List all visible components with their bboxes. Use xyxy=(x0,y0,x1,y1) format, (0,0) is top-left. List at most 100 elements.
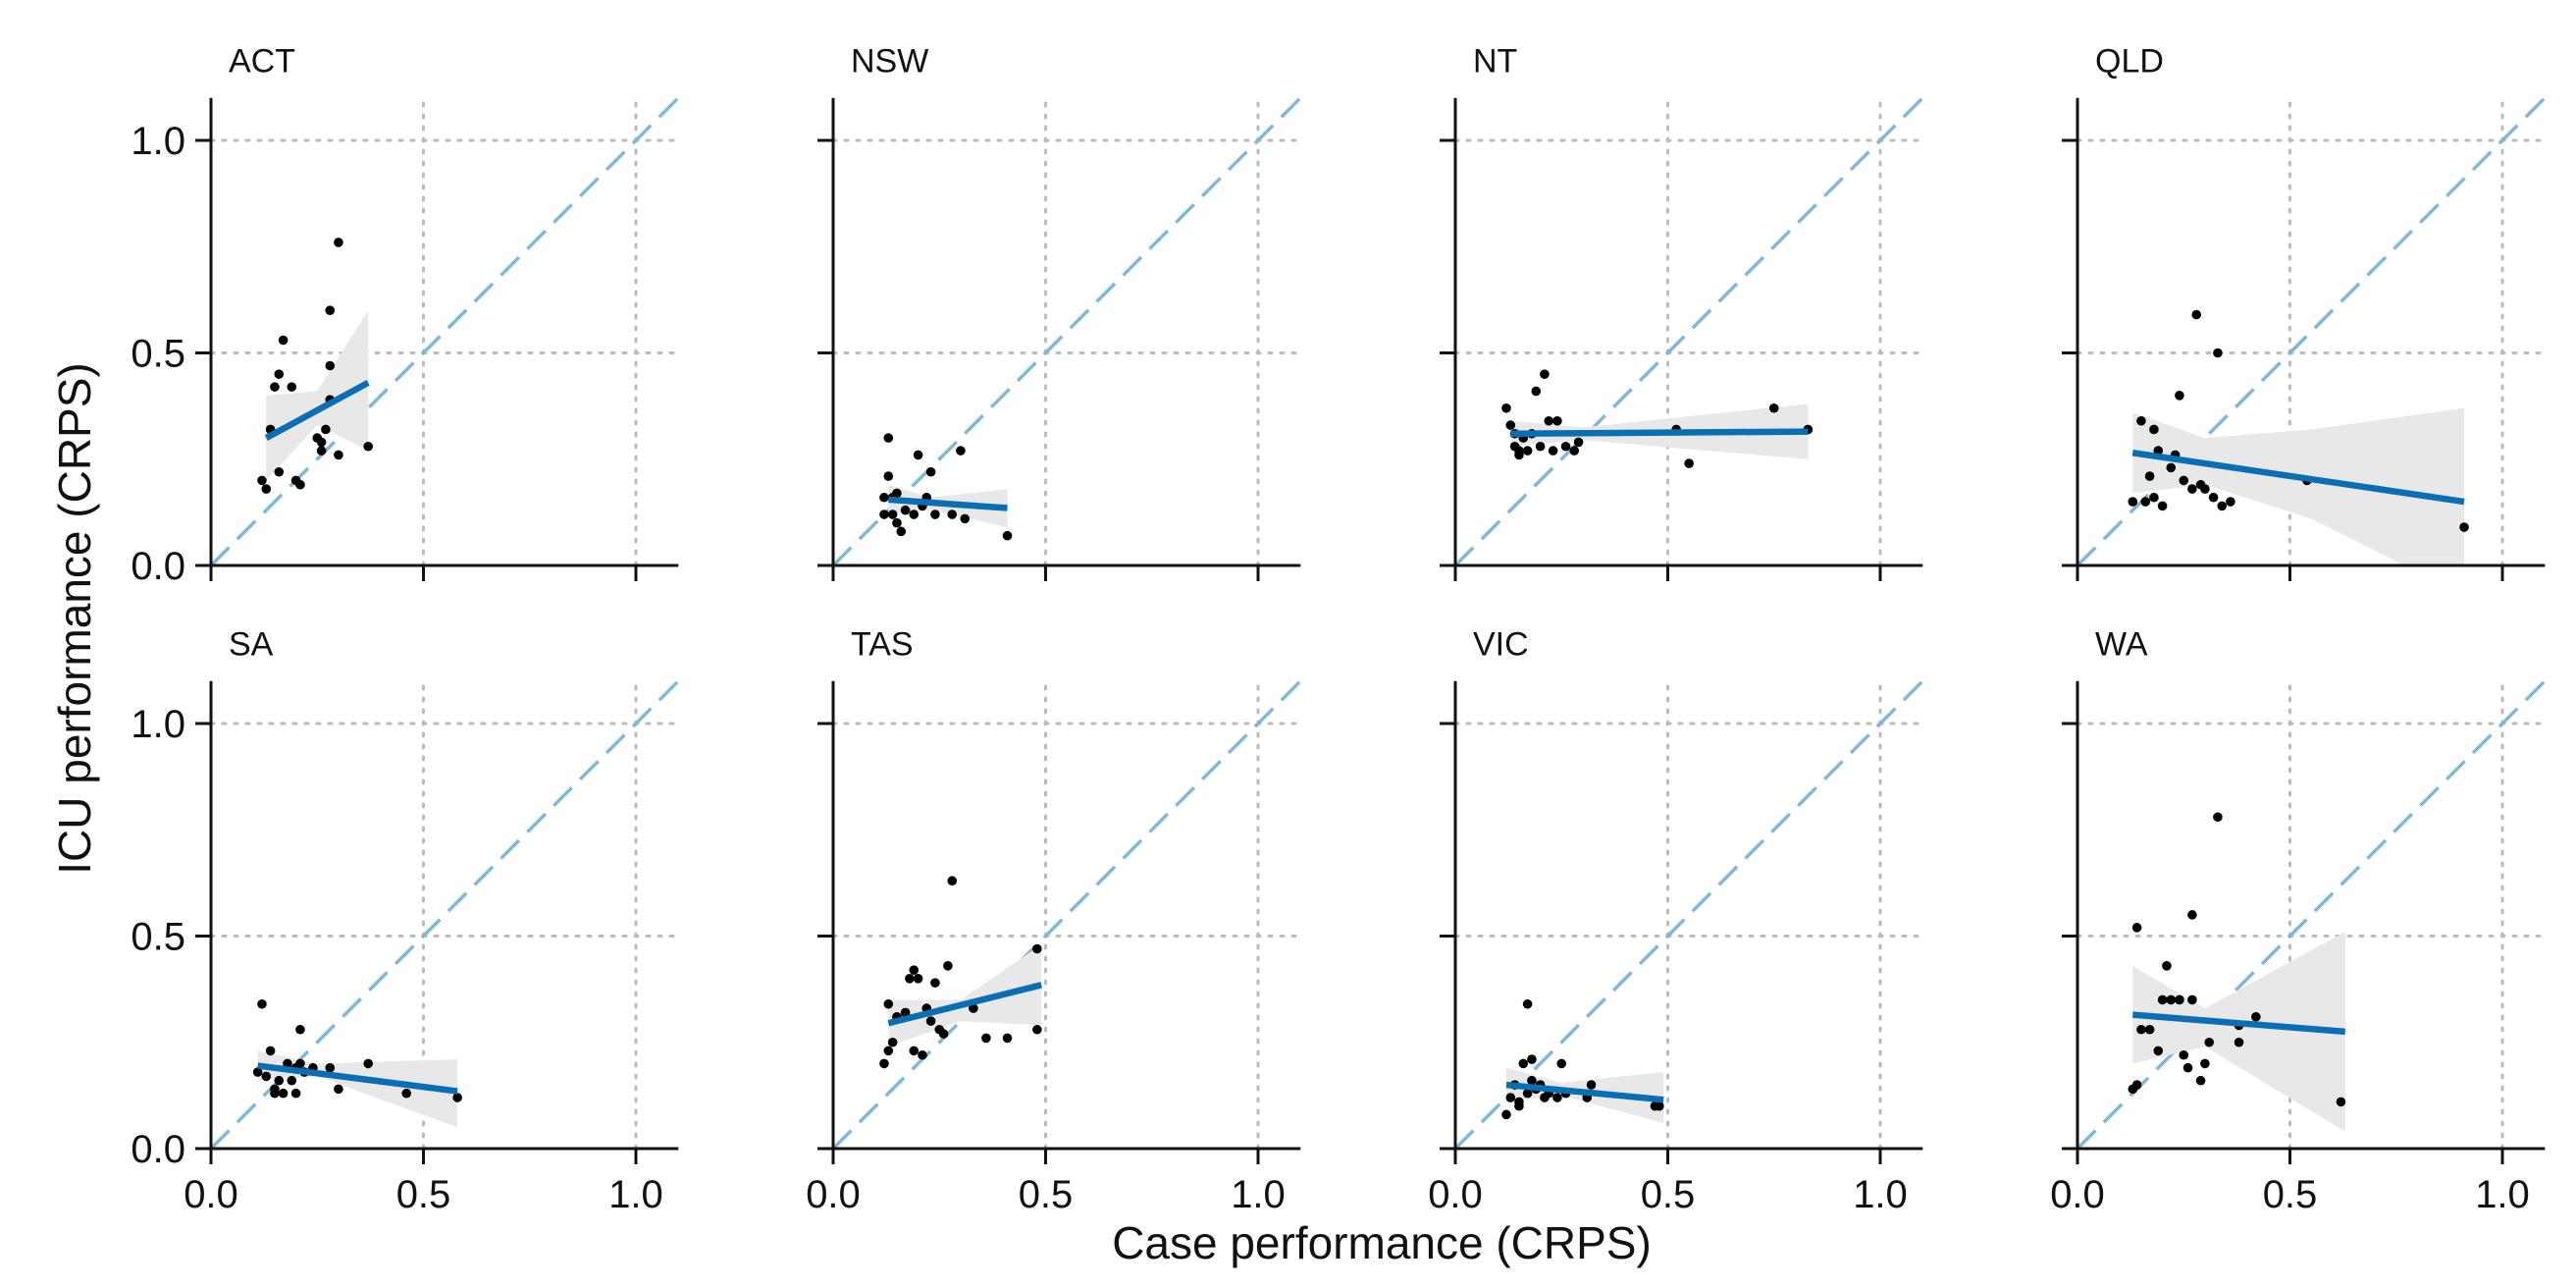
data-point xyxy=(905,974,915,984)
data-point xyxy=(287,382,297,392)
y-tick-label: 0.5 xyxy=(131,916,185,959)
fit-line xyxy=(2131,450,2465,506)
data-point xyxy=(2175,391,2184,401)
data-point xyxy=(956,446,966,456)
data-point xyxy=(2136,415,2146,426)
data-point xyxy=(1655,1100,1664,1111)
x-tick-label: 0.5 xyxy=(1641,1173,1696,1216)
data-point xyxy=(1522,1088,1533,1099)
data-point xyxy=(2144,471,2155,481)
data-point xyxy=(1556,1058,1567,1069)
data-point xyxy=(930,510,940,519)
data-point xyxy=(2200,1058,2210,1069)
data-point xyxy=(2149,492,2159,503)
x-tick-label: 0.0 xyxy=(2050,1173,2105,1216)
data-point xyxy=(879,1058,889,1069)
fit-line xyxy=(1505,1081,1664,1103)
data-point xyxy=(909,1046,920,1056)
y-tick-label: 0.0 xyxy=(131,1128,185,1171)
panel-data-qld xyxy=(2077,97,2546,565)
data-point xyxy=(325,305,336,316)
data-point xyxy=(2336,1097,2346,1107)
data-point xyxy=(1569,446,1580,456)
data-point xyxy=(1552,1093,1562,1102)
data-point xyxy=(2187,994,2197,1005)
data-point xyxy=(892,517,902,528)
fit-line xyxy=(2132,1011,2346,1036)
y-tick-label: 1.0 xyxy=(131,120,185,163)
panel-data-nsw xyxy=(833,97,1301,565)
data-point xyxy=(274,1075,285,1086)
data-point xyxy=(295,1024,305,1035)
data-point xyxy=(2131,923,2142,933)
data-point xyxy=(887,510,898,519)
data-point xyxy=(887,1037,898,1047)
data-point xyxy=(274,466,285,477)
data-point xyxy=(2187,910,2197,920)
data-point xyxy=(2175,994,2184,1005)
x-tick-label: 0.0 xyxy=(806,1173,861,1216)
data-point xyxy=(2157,501,2168,511)
panel-sa: 0.0 0.5 1.0 0.0 0.5 1.0 SA xyxy=(131,626,680,1216)
data-point xyxy=(2187,484,2197,494)
panel-title: ACT xyxy=(229,43,295,80)
data-point xyxy=(1002,530,1013,541)
data-point xyxy=(883,998,894,1009)
data-point xyxy=(900,505,911,515)
x-tick-label: 0.5 xyxy=(2263,1173,2318,1216)
data-point xyxy=(270,382,280,392)
data-point xyxy=(2140,497,2151,507)
data-point xyxy=(969,1003,978,1013)
data-point xyxy=(947,510,958,519)
confidence-band xyxy=(2132,932,2345,1132)
panel-data-tas xyxy=(833,680,1301,1149)
data-point xyxy=(2179,475,2189,486)
panel-title: TAS xyxy=(851,626,914,664)
data-point xyxy=(925,1016,936,1026)
fit-line xyxy=(888,496,1008,511)
panel-data-act xyxy=(211,97,679,565)
data-point xyxy=(2166,994,2177,1005)
data-point xyxy=(2213,812,2223,823)
data-point xyxy=(274,369,285,379)
panel-nt: NT xyxy=(1440,43,1924,581)
data-point xyxy=(290,1088,301,1099)
y-axis-title: ICU performance (CRPS) xyxy=(49,362,100,874)
data-point xyxy=(947,876,958,886)
data-point xyxy=(287,1075,297,1086)
data-point xyxy=(879,510,889,519)
x-tick-label: 0.5 xyxy=(1019,1173,1074,1216)
data-point xyxy=(334,238,343,247)
x-tick-label: 0.0 xyxy=(184,1173,238,1216)
data-point xyxy=(1552,415,1562,426)
data-point xyxy=(270,1084,280,1095)
data-point xyxy=(1522,998,1533,1009)
data-point xyxy=(883,1046,894,1056)
data-point xyxy=(1768,402,1779,413)
data-point xyxy=(2153,1046,2164,1056)
data-point xyxy=(2234,1037,2244,1047)
data-point xyxy=(452,1093,462,1102)
data-point xyxy=(883,471,894,481)
data-point xyxy=(325,360,336,371)
data-point xyxy=(883,433,894,443)
data-point xyxy=(930,978,940,988)
data-point xyxy=(1548,446,1558,456)
data-point xyxy=(2162,961,2172,971)
data-point xyxy=(913,450,923,460)
data-point xyxy=(1505,420,1516,430)
reference-line xyxy=(1455,97,1923,565)
data-point xyxy=(283,1058,292,1069)
panel-data-nt xyxy=(1455,97,1923,565)
panel-data-vic xyxy=(1455,680,1923,1149)
data-point xyxy=(1535,441,1546,452)
x-tick-label: 0.0 xyxy=(1428,1173,1483,1216)
panel-title: NSW xyxy=(851,43,928,80)
data-point xyxy=(257,475,267,486)
data-point xyxy=(2200,484,2210,494)
data-point xyxy=(1560,441,1571,452)
data-point xyxy=(1501,402,1511,413)
x-tick-label: 1.0 xyxy=(1853,1173,1908,1216)
data-point xyxy=(1527,1054,1537,1064)
